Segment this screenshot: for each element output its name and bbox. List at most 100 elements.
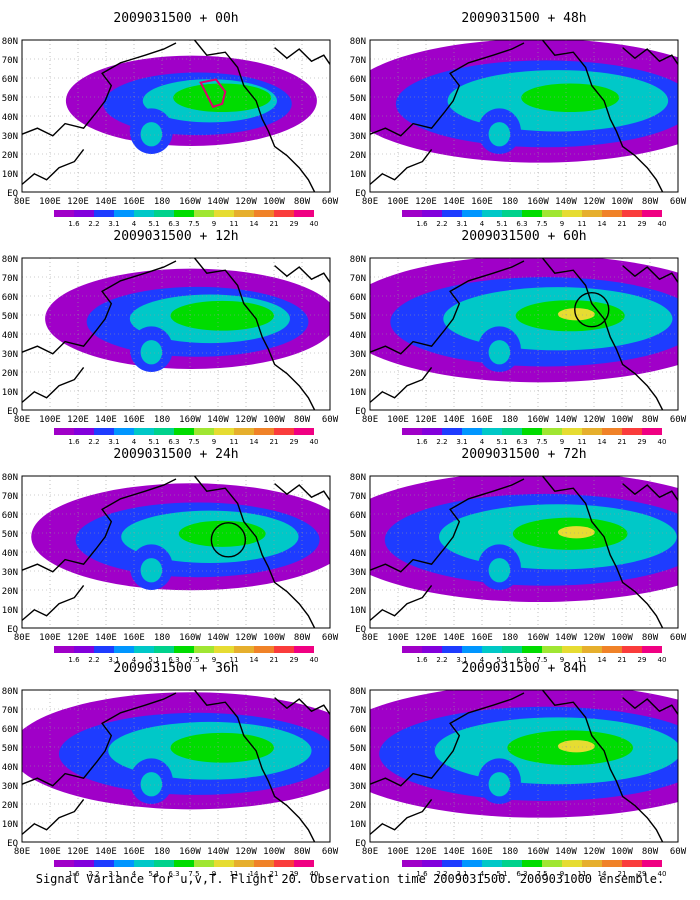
field-level bbox=[488, 122, 511, 147]
colorbar-label: 14 bbox=[598, 438, 607, 446]
lat-label: 50N bbox=[350, 530, 366, 540]
lon-label: 120W bbox=[583, 197, 605, 207]
colorbar-swatch bbox=[602, 210, 622, 217]
colorbar-label: 1.6 bbox=[68, 656, 80, 664]
colorbar-swatch bbox=[174, 428, 194, 435]
lon-label: 100E bbox=[387, 847, 409, 857]
colorbar-swatch bbox=[174, 210, 194, 217]
colorbar-swatch bbox=[154, 646, 174, 653]
colorbar-label: 11 bbox=[578, 870, 587, 878]
lon-label: 80E bbox=[362, 415, 378, 425]
panel-title: 2009031500 + 60h bbox=[461, 229, 586, 244]
colorbar-label: 11 bbox=[230, 870, 239, 878]
colorbar-swatch bbox=[622, 210, 642, 217]
map-frame bbox=[369, 689, 679, 843]
colorbar-swatch bbox=[214, 210, 234, 217]
colorbar-label: 29 bbox=[638, 220, 647, 228]
lon-label: 60W bbox=[670, 197, 687, 207]
colorbar-swatch bbox=[154, 428, 174, 435]
colorbar-label: 7.5 bbox=[536, 438, 547, 446]
colorbar-label: 1.6 bbox=[68, 220, 80, 228]
lon-label: 100W bbox=[611, 197, 633, 207]
colorbar-label: 4 bbox=[480, 870, 485, 878]
coastline bbox=[21, 584, 85, 621]
lat-label: 50N bbox=[2, 312, 18, 322]
lon-label: 160E bbox=[123, 415, 145, 425]
lat-label: 50N bbox=[350, 744, 366, 754]
colorbar-label: 40 bbox=[658, 220, 667, 228]
field-level bbox=[140, 122, 163, 147]
colorbar-swatch bbox=[422, 860, 442, 867]
colorbar-swatch bbox=[622, 860, 642, 867]
lon-label: 120W bbox=[583, 633, 605, 643]
colorbar-swatch bbox=[214, 860, 234, 867]
colorbar-swatch bbox=[602, 860, 622, 867]
lon-label: 180 bbox=[154, 847, 170, 857]
colorbar-label: 29 bbox=[638, 656, 647, 664]
lon-label: 120E bbox=[67, 633, 89, 643]
lat-label: 30N bbox=[350, 782, 366, 792]
map-panel: 2009031500 + 36h 80N 70N 60N 50N 40N 30N 20N 10N… bbox=[2, 661, 339, 878]
colorbar-label: 7.5 bbox=[188, 438, 199, 446]
lat-label: 20N bbox=[2, 587, 18, 597]
coastline bbox=[193, 689, 316, 843]
lon-label: 80E bbox=[14, 633, 30, 643]
lat-label: 80N bbox=[350, 473, 366, 483]
colorbar-swatch bbox=[482, 646, 502, 653]
colorbar-swatch bbox=[74, 428, 94, 435]
colorbar-swatch bbox=[642, 210, 662, 217]
lat-label: EQ bbox=[7, 407, 18, 417]
colorbar-swatch bbox=[562, 646, 582, 653]
field-level bbox=[173, 83, 272, 113]
coastline bbox=[21, 692, 177, 787]
colorbar-swatch bbox=[482, 860, 502, 867]
coastline bbox=[369, 692, 525, 787]
colorbar-swatch bbox=[114, 860, 134, 867]
lat-label: 80N bbox=[350, 37, 366, 47]
colorbar-swatch bbox=[402, 210, 422, 217]
lon-label: 80W bbox=[642, 633, 659, 643]
coastline bbox=[274, 47, 331, 65]
colorbar-swatch bbox=[502, 428, 522, 435]
coastline bbox=[622, 483, 679, 501]
lat-label: EQ bbox=[7, 839, 18, 849]
colorbar-swatch bbox=[294, 210, 314, 217]
colorbar-swatch bbox=[114, 210, 134, 217]
coastline bbox=[21, 260, 177, 355]
lat-label: EQ bbox=[355, 839, 366, 849]
colorbar-label: 2.2 bbox=[436, 438, 447, 446]
lon-label: 60W bbox=[322, 197, 339, 207]
lat-label: 30N bbox=[350, 350, 366, 360]
lon-label: 80W bbox=[294, 847, 311, 857]
colorbar-label: 3.1 bbox=[108, 220, 119, 228]
colorbar-swatch bbox=[422, 428, 442, 435]
colorbar-label: 2.2 bbox=[88, 220, 99, 228]
coastline bbox=[369, 42, 525, 137]
colorbar-label: 21 bbox=[618, 656, 627, 664]
colorbar-swatch bbox=[502, 646, 522, 653]
colorbar-swatch bbox=[274, 428, 294, 435]
figure-caption: Signal Variance for u,v,T. Flight 20. Ob… bbox=[35, 872, 665, 886]
colorbar-swatch bbox=[94, 860, 114, 867]
lat-label: EQ bbox=[355, 625, 366, 635]
coastline bbox=[622, 47, 679, 65]
lon-label: 140W bbox=[555, 633, 577, 643]
colorbar-swatch bbox=[134, 646, 154, 653]
colorbar-swatch bbox=[502, 210, 522, 217]
lon-label: 160W bbox=[527, 847, 549, 857]
lat-label: 40N bbox=[2, 331, 18, 341]
gridlines bbox=[22, 258, 330, 410]
colorbar-swatch bbox=[522, 428, 542, 435]
colorbar-swatch bbox=[154, 860, 174, 867]
colorbar-label: 14 bbox=[250, 220, 259, 228]
panel-title: 2009031500 + 36h bbox=[113, 661, 238, 676]
lon-label: 80W bbox=[642, 847, 659, 857]
lon-label: 100E bbox=[387, 633, 409, 643]
colorbar-label: 7.5 bbox=[188, 870, 199, 878]
colorbar-swatch bbox=[154, 210, 174, 217]
lon-label: 100W bbox=[263, 197, 285, 207]
colorbar-label: 5.1 bbox=[496, 870, 507, 878]
map-panel: 2009031500 + 72h 80N 70N 60N 50N 40N 30N 20N 10N… bbox=[350, 447, 687, 664]
lat-label: 10N bbox=[2, 388, 18, 398]
colorbar-label: 29 bbox=[638, 438, 647, 446]
